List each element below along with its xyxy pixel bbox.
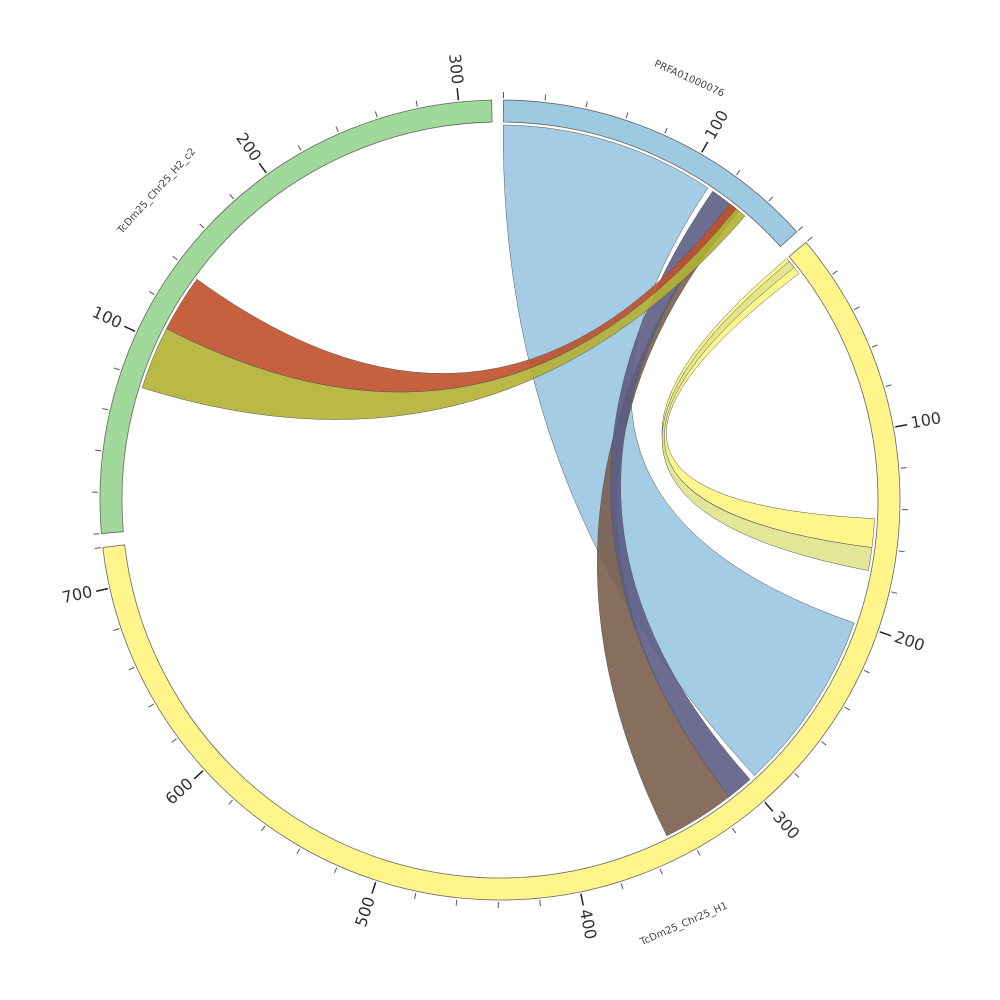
major-tick bbox=[258, 162, 267, 174]
minor-tick bbox=[871, 344, 878, 348]
minor-tick bbox=[297, 145, 302, 151]
minor-tick bbox=[585, 101, 588, 108]
minor-tick bbox=[333, 867, 338, 874]
major-tick bbox=[879, 631, 892, 637]
minor-tick bbox=[102, 407, 109, 411]
link-ribbon bbox=[610, 190, 751, 798]
link-ribbon bbox=[661, 258, 875, 548]
minor-tick bbox=[885, 384, 892, 387]
tick-label: 100 bbox=[89, 302, 125, 332]
minor-tick bbox=[296, 848, 301, 855]
minor-tick bbox=[736, 169, 741, 176]
major-tick bbox=[193, 770, 204, 780]
minor-tick bbox=[260, 825, 266, 832]
minor-tick bbox=[228, 799, 233, 805]
minor-tick bbox=[229, 194, 235, 200]
major-tick bbox=[123, 325, 136, 332]
minor-tick bbox=[797, 226, 804, 231]
segment-name: PRFA01000076 bbox=[652, 59, 725, 100]
segment-name: TcDm25_Chr25_H1 bbox=[638, 901, 730, 949]
minor-tick bbox=[898, 550, 905, 553]
minor-tick bbox=[544, 94, 547, 101]
tick-label: 100 bbox=[701, 107, 733, 143]
minor-tick bbox=[731, 827, 737, 834]
minor-tick bbox=[844, 706, 851, 711]
tick-label: 700 bbox=[60, 582, 94, 607]
tick-label: 500 bbox=[351, 894, 379, 929]
minor-tick bbox=[539, 899, 541, 907]
minor-tick bbox=[625, 112, 629, 119]
link-ribbon bbox=[661, 261, 873, 571]
tick-label: 200 bbox=[892, 627, 927, 655]
link-ribbon bbox=[503, 124, 855, 776]
tick-label: 400 bbox=[576, 907, 601, 941]
tick-label: 600 bbox=[161, 774, 196, 809]
minor-tick bbox=[172, 255, 178, 261]
major-tick bbox=[701, 141, 709, 153]
minor-tick bbox=[415, 100, 418, 107]
minor-tick bbox=[620, 883, 624, 890]
minor-tick bbox=[863, 669, 870, 674]
minor-tick bbox=[659, 868, 663, 875]
major-tick bbox=[580, 893, 585, 906]
segment-arc bbox=[99, 99, 493, 534]
minor-tick bbox=[807, 236, 813, 242]
minor-tick bbox=[128, 666, 135, 671]
segment-name: TcDm25_Chr25_H2_c2 bbox=[115, 146, 198, 237]
minor-tick bbox=[95, 449, 102, 452]
minor-tick bbox=[768, 196, 774, 202]
minor-tick bbox=[148, 703, 154, 708]
minor-tick bbox=[891, 591, 898, 594]
minor-tick bbox=[93, 533, 100, 535]
minor-tick bbox=[664, 127, 668, 134]
minor-tick bbox=[455, 899, 458, 906]
major-tick bbox=[96, 587, 109, 593]
minor-tick bbox=[335, 126, 339, 133]
minor-tick bbox=[374, 111, 378, 118]
minor-tick bbox=[853, 306, 860, 311]
tick-label: 100 bbox=[909, 408, 942, 432]
tick-label: 300 bbox=[445, 53, 467, 85]
minor-tick bbox=[113, 367, 120, 371]
minor-tick bbox=[94, 547, 101, 549]
tick-label: 300 bbox=[769, 807, 803, 842]
minor-tick bbox=[171, 738, 177, 743]
segment-arc bbox=[502, 99, 798, 248]
major-tick bbox=[895, 423, 908, 428]
minor-tick bbox=[794, 772, 800, 778]
minor-tick bbox=[113, 628, 120, 632]
major-tick bbox=[764, 801, 774, 812]
minor-tick bbox=[821, 741, 827, 746]
segment-arc bbox=[102, 241, 901, 901]
minor-tick bbox=[696, 850, 701, 856]
minor-tick bbox=[199, 223, 205, 229]
minor-tick bbox=[414, 892, 417, 900]
major-tick bbox=[371, 882, 377, 894]
tick-label: 200 bbox=[232, 129, 265, 165]
major-tick bbox=[456, 88, 460, 101]
links bbox=[141, 124, 875, 837]
minor-tick bbox=[149, 291, 155, 295]
minor-tick bbox=[832, 270, 838, 275]
link-ribbon bbox=[141, 208, 746, 420]
